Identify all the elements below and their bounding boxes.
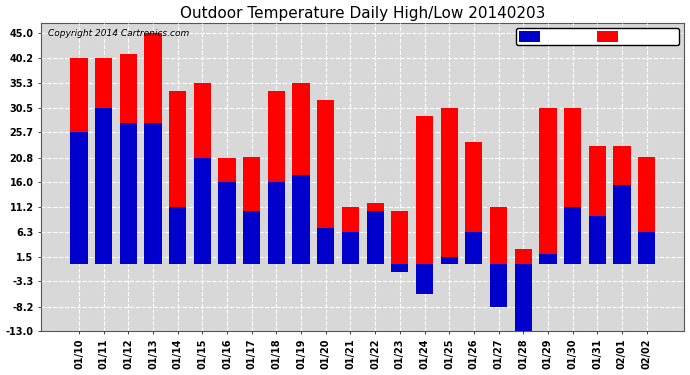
Legend: Low  (°F), High  (°F): Low (°F), High (°F) <box>516 28 679 45</box>
Bar <box>70 132 88 264</box>
Bar <box>490 207 507 264</box>
Bar <box>638 232 655 264</box>
Bar <box>144 123 161 264</box>
Bar <box>120 123 137 264</box>
Bar <box>317 228 335 264</box>
Title: Outdoor Temperature Daily High/Low 20140203: Outdoor Temperature Daily High/Low 20140… <box>180 6 546 21</box>
Bar <box>366 203 384 264</box>
Bar <box>440 108 457 264</box>
Bar <box>293 83 310 264</box>
Bar <box>342 232 359 264</box>
Bar <box>317 100 335 264</box>
Bar <box>440 257 457 264</box>
Bar <box>120 54 137 264</box>
Bar <box>95 108 112 264</box>
Bar <box>219 158 236 264</box>
Bar <box>416 264 433 294</box>
Bar <box>391 264 408 272</box>
Bar <box>95 58 112 264</box>
Bar <box>366 210 384 264</box>
Bar <box>293 175 310 264</box>
Bar <box>268 91 285 264</box>
Bar <box>589 216 606 264</box>
Bar <box>194 83 211 264</box>
Bar <box>169 91 186 264</box>
Bar <box>342 207 359 264</box>
Bar <box>268 182 285 264</box>
Bar <box>515 264 532 331</box>
Bar <box>243 157 260 264</box>
Bar <box>465 232 482 264</box>
Bar <box>391 210 408 264</box>
Bar <box>564 108 581 264</box>
Bar <box>169 207 186 264</box>
Bar <box>70 58 88 264</box>
Bar <box>638 157 655 264</box>
Bar <box>613 185 631 264</box>
Bar <box>219 182 236 264</box>
Bar <box>540 254 557 264</box>
Bar <box>194 158 211 264</box>
Bar <box>490 264 507 306</box>
Bar <box>540 108 557 264</box>
Text: Copyright 2014 Cartronics.com: Copyright 2014 Cartronics.com <box>48 29 189 38</box>
Bar <box>515 249 532 264</box>
Bar <box>589 146 606 264</box>
Bar <box>243 210 260 264</box>
Bar <box>416 116 433 264</box>
Bar <box>613 146 631 264</box>
Bar <box>465 142 482 264</box>
Bar <box>564 207 581 264</box>
Bar <box>144 33 161 264</box>
